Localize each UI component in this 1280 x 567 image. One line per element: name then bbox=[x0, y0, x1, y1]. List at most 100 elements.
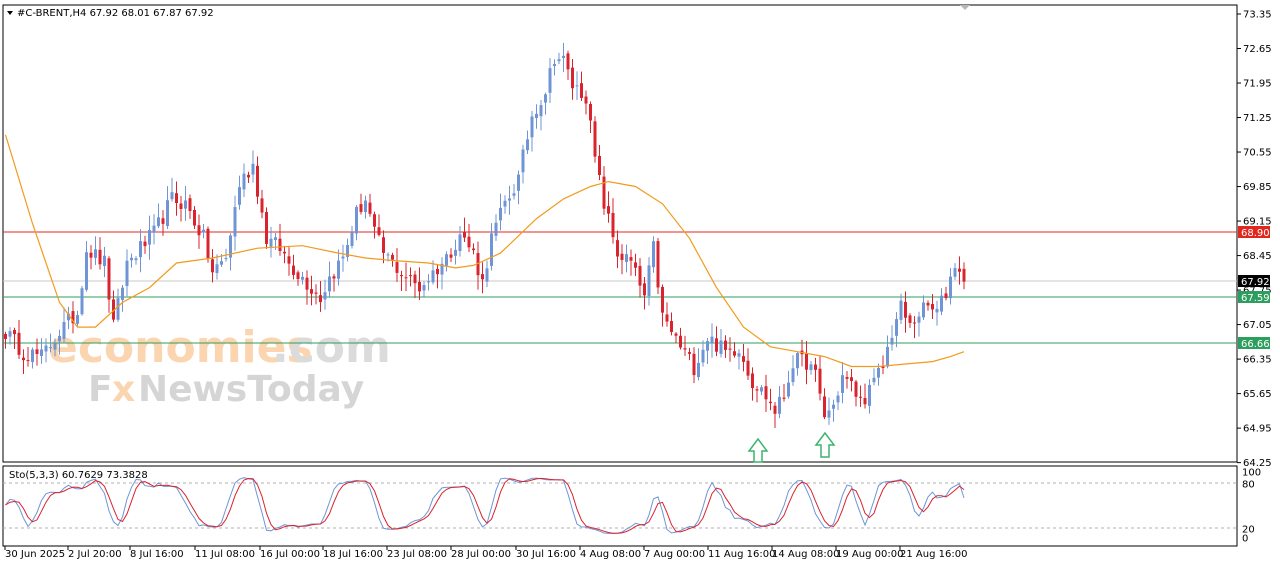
oscillator-frame[interactable] bbox=[2, 465, 1238, 547]
candle-body bbox=[364, 200, 367, 212]
time-axis-label: 16 Jul 00:00 bbox=[260, 549, 320, 560]
candle-body bbox=[157, 217, 160, 227]
candle-body bbox=[256, 165, 259, 197]
candle-body bbox=[805, 353, 808, 370]
candle-body bbox=[121, 287, 124, 300]
candle-body bbox=[850, 377, 853, 382]
candle-body bbox=[215, 264, 219, 274]
candle-body bbox=[98, 249, 102, 265]
candle-body bbox=[346, 245, 349, 257]
candle-body bbox=[355, 206, 358, 234]
candle-body bbox=[607, 206, 610, 214]
candle-body bbox=[296, 272, 300, 279]
time-axis-label: 8 Jul 16:00 bbox=[130, 549, 184, 560]
candle-body bbox=[917, 316, 921, 323]
candle-body bbox=[931, 303, 934, 310]
candle-body bbox=[548, 68, 552, 93]
time-axis-label: 19 Aug 00:00 bbox=[836, 549, 903, 560]
watermark-x: x bbox=[112, 369, 135, 410]
candle-body bbox=[503, 200, 507, 207]
candle-body bbox=[125, 260, 129, 286]
svg-text:67.59: 67.59 bbox=[1241, 293, 1270, 304]
candle-body bbox=[841, 375, 844, 393]
candle-body bbox=[652, 241, 655, 268]
candle-body bbox=[373, 214, 376, 227]
up-arrow-icon bbox=[814, 431, 836, 458]
candle-body bbox=[625, 254, 628, 262]
chart-shift-marker[interactable] bbox=[960, 5, 970, 10]
candle-body bbox=[22, 357, 25, 361]
candle-body bbox=[742, 356, 745, 362]
candle-body bbox=[328, 276, 331, 292]
candle-body bbox=[400, 275, 403, 277]
price-tag-support-2: 66.66 bbox=[1238, 337, 1270, 350]
moving-average-line bbox=[4, 134, 965, 368]
candle-body bbox=[535, 113, 538, 119]
candle-body bbox=[31, 349, 34, 362]
candle-body bbox=[148, 229, 151, 245]
candle-body bbox=[436, 268, 439, 275]
candle-body bbox=[319, 295, 322, 303]
candle-body bbox=[134, 258, 138, 261]
candle-body bbox=[62, 322, 66, 339]
candle-body bbox=[890, 337, 894, 345]
candle-body bbox=[445, 254, 448, 266]
candle-body bbox=[755, 389, 759, 391]
candle-body bbox=[508, 198, 511, 201]
candle-body bbox=[877, 368, 880, 378]
candle-body bbox=[706, 341, 709, 351]
candle-body bbox=[562, 55, 565, 58]
candle-body bbox=[634, 262, 637, 268]
candle-body bbox=[481, 274, 484, 280]
time-axis-label: 7 Aug 00:00 bbox=[644, 549, 705, 560]
candle-body bbox=[611, 212, 615, 238]
candle-body bbox=[260, 198, 264, 213]
candle-body bbox=[679, 335, 682, 348]
candle-body bbox=[170, 192, 174, 200]
candle-body bbox=[229, 235, 232, 258]
candle-body bbox=[589, 104, 592, 121]
candle-body bbox=[13, 329, 16, 335]
price-axis-label: 70.55 bbox=[1243, 148, 1272, 159]
candle-body bbox=[904, 301, 907, 318]
watermark-f: F bbox=[88, 369, 113, 410]
candle-body bbox=[220, 261, 223, 265]
candle-body bbox=[310, 289, 313, 294]
svg-text:68.90: 68.90 bbox=[1241, 228, 1270, 239]
candle-body bbox=[454, 249, 457, 256]
chart-menu-icon[interactable] bbox=[7, 11, 13, 15]
candle-body bbox=[107, 258, 111, 300]
time-axis-label: 28 Jul 00:00 bbox=[451, 549, 511, 560]
candle-body bbox=[688, 352, 691, 354]
candle-body bbox=[692, 353, 696, 376]
candle-body bbox=[206, 228, 210, 259]
candle-body bbox=[368, 202, 372, 214]
candle-body bbox=[80, 288, 84, 315]
candle-body bbox=[224, 258, 228, 260]
price-axis-label: 71.95 bbox=[1243, 79, 1272, 90]
candle-body bbox=[818, 368, 822, 394]
candle-body bbox=[526, 139, 529, 151]
candle-body bbox=[467, 236, 471, 248]
candle-body bbox=[940, 295, 943, 312]
price-axis-label: 69.15 bbox=[1243, 217, 1272, 228]
candle-body bbox=[409, 275, 412, 277]
time-axis-label: 11 Aug 16:00 bbox=[708, 549, 775, 560]
oscillator-axis-label: 80 bbox=[1242, 480, 1255, 491]
svg-text:66.66: 66.66 bbox=[1241, 339, 1270, 350]
candle-body bbox=[283, 251, 286, 254]
candle-body bbox=[913, 322, 916, 324]
candle-body bbox=[661, 286, 664, 313]
candle-body bbox=[476, 253, 480, 276]
time-axis-label: 30 Jun 2025 bbox=[5, 549, 65, 560]
candle-body bbox=[184, 200, 187, 209]
watermark-economies: economies bbox=[48, 322, 313, 373]
price-axis-label: 67.05 bbox=[1243, 320, 1272, 331]
candle-body bbox=[827, 410, 831, 418]
price-axis-label: 66.35 bbox=[1243, 355, 1272, 366]
candle-body bbox=[202, 229, 205, 233]
price-axis-label: 69.85 bbox=[1243, 182, 1272, 193]
watermark-newstoday: NewsToday bbox=[138, 369, 364, 410]
time-axis-label: 2 Jul 20:00 bbox=[68, 549, 122, 560]
